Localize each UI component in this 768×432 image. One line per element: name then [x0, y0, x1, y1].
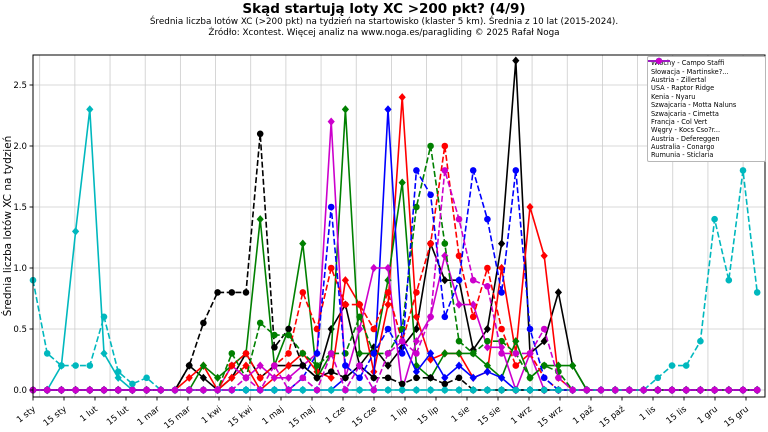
y-tick-labels: 0.0 0.5 1.0 1.5 2.0 2.5 [13, 81, 27, 396]
svg-text:1 sie: 1 sie [450, 404, 472, 424]
legend-item-1: Słowacja - Martinske?... [648, 57, 763, 76]
svg-text:15 maj: 15 maj [287, 404, 317, 430]
svg-text:2.0: 2.0 [13, 142, 27, 152]
legend-item-6: Szwajcaria - Cimetta [648, 57, 763, 118]
legend-label-8: Węgry - Kocs Cso?r... [651, 126, 721, 135]
legend-label-10: Australia - Conargo [651, 143, 715, 152]
svg-text:15 mar: 15 mar [162, 404, 193, 431]
svg-text:15 wrz: 15 wrz [536, 404, 565, 430]
svg-text:0.0: 0.0 [13, 386, 27, 396]
svg-text:15 paź: 15 paź [598, 404, 627, 430]
legend-label-4: Kenia - Nyaru [651, 92, 696, 101]
legend-item-9: Austria - Defereggen [648, 57, 763, 143]
legend-item-2: Austria - Zillertal [648, 57, 763, 84]
svg-text:1 kwi: 1 kwi [200, 404, 224, 426]
svg-text:1 lut: 1 lut [78, 404, 100, 424]
legend-label-9: Austria - Defereggen [651, 134, 720, 143]
legend-label-7: Francja - Col Vert [651, 117, 708, 126]
svg-text:15 gru: 15 gru [723, 404, 751, 429]
svg-text:15 lis: 15 lis [665, 404, 690, 426]
svg-text:1 lip: 1 lip [389, 404, 410, 423]
series-6 [29, 130, 761, 394]
svg-text:1 gru: 1 gru [696, 404, 720, 426]
svg-text:1.5: 1.5 [13, 203, 27, 213]
svg-text:1 cze: 1 cze [324, 404, 348, 426]
legend-item-4: Kenia - Nyaru [648, 57, 763, 101]
legend-item-7: Francja - Col Vert [648, 57, 763, 126]
legend-label-6: Szwajcaria - Cimetta [651, 109, 719, 118]
svg-text:15 cze: 15 cze [350, 404, 378, 429]
legend-label-11: Rumunia - Sticlaria [651, 151, 714, 160]
svg-text:15 kwi: 15 kwi [227, 404, 255, 429]
svg-text:1 mar: 1 mar [136, 404, 163, 428]
axis-ticks [29, 84, 747, 401]
svg-text:1 paź: 1 paź [571, 404, 596, 427]
svg-text:2.5: 2.5 [13, 81, 27, 91]
svg-text:15 lut: 15 lut [105, 404, 131, 428]
legend-label-2: Austria - Zillertal [651, 75, 707, 84]
legend-item-8: Węgry - Kocs Cso?r... [648, 57, 763, 135]
x-tick-labels: 1 sty 15 sty 1 lut 15 lut 1 mar 15 mar 1 kwi 15… [15, 404, 751, 431]
svg-text:1.0: 1.0 [13, 264, 27, 274]
y-axis-title: Średnia liczba lotów XC na tydzień [1, 136, 14, 317]
legend-marker-11 [648, 57, 670, 65]
legend-label-1: Słowacja - Martinske?... [651, 67, 729, 76]
svg-text:15 sty: 15 sty [42, 404, 69, 428]
legend-label-3: USA - Raptor Ridge [651, 84, 715, 93]
legend-label-0: Włochy - Campo Staffi [651, 59, 725, 68]
svg-text:1 maj: 1 maj [261, 404, 286, 427]
series-11 [29, 167, 761, 394]
plot-frame [32, 54, 766, 398]
svg-text:1 wrz: 1 wrz [509, 404, 534, 427]
svg-text:15 lip: 15 lip [416, 404, 441, 427]
svg-text:15 sie: 15 sie [476, 404, 503, 428]
svg-text:1 lis: 1 lis [638, 404, 658, 423]
legend-item-10: Australia - Conargo [648, 57, 763, 152]
legend-label-5: Szwajcaria - Motta Naluns [651, 101, 737, 110]
svg-text:0.5: 0.5 [13, 325, 27, 335]
legend: Włochy - Campo Staffi Słowacja - Martins… [647, 56, 766, 162]
legend-item-3: USA - Raptor Ridge [648, 57, 763, 93]
legend-item-5: Szwajcaria - Motta Naluns [648, 57, 763, 110]
legend-item-11: Rumunia - Sticlaria [648, 57, 763, 160]
svg-text:1 sty: 1 sty [15, 404, 38, 425]
